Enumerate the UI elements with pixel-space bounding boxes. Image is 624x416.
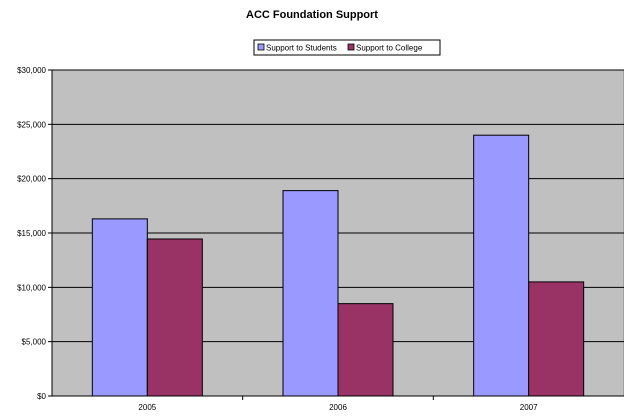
y-tick-label: $5,000 <box>22 338 47 347</box>
x-tick-label: 2007 <box>520 403 538 411</box>
x-tick-label: 2005 <box>138 403 156 411</box>
bar-support-to-college-2007 <box>528 281 585 397</box>
legend-swatch <box>347 43 355 51</box>
bar-support-to-college-2006 <box>337 303 394 397</box>
legend-label: Support to College <box>356 44 423 53</box>
bar-support-to-students-2006 <box>282 190 339 397</box>
legend-box <box>253 39 441 56</box>
x-tick-label: 2006 <box>329 403 347 411</box>
y-axis: $0 $5,000 $10,000 $15,000 $20,000 $25,000 $30,… <box>17 66 53 401</box>
x-axis: 2005 2006 2007 <box>52 395 624 412</box>
legend-label: Support to Students <box>266 44 337 53</box>
y-tick-label: $30,000 <box>17 66 46 75</box>
y-tick-label: $15,000 <box>17 229 46 238</box>
bar-support-to-students-2007 <box>473 134 530 397</box>
y-tick-label: $10,000 <box>17 283 46 292</box>
legend: Support to Students Support to College <box>253 39 441 56</box>
bar-support-to-college-2005 <box>146 238 203 397</box>
chart-title: ACC Foundation Support <box>246 9 378 21</box>
legend-swatch <box>257 43 265 51</box>
y-tick-label: $25,000 <box>17 120 46 129</box>
y-tick-label: $0 <box>37 392 46 401</box>
y-tick-label: $20,000 <box>17 175 46 184</box>
bars <box>91 134 585 397</box>
bar-support-to-students-2005 <box>91 218 148 397</box>
